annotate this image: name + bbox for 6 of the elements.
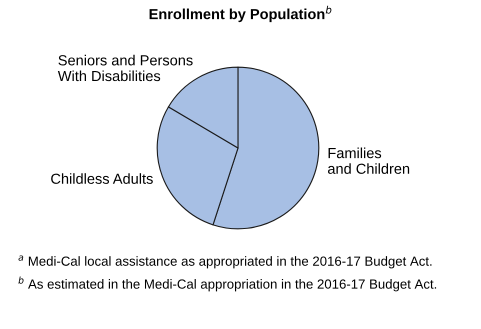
slice-label: Seniors and Persons With Disabilities [58,54,193,82]
slice-label: Childless Adults [51,173,153,184]
text: $^{b}$ As estimated in the Medi-Cal appropriation in the 2016-17 Budget Act. [18,276,436,292]
slice-label: Families and Children [328,148,410,174]
text: $^{a}$ Medi-Cal local assistance as appropriated in the 2016-17 Budget Act. [18,255,432,268]
chart-title: Enrollment by Population$^{b}$ [150,6,332,22]
